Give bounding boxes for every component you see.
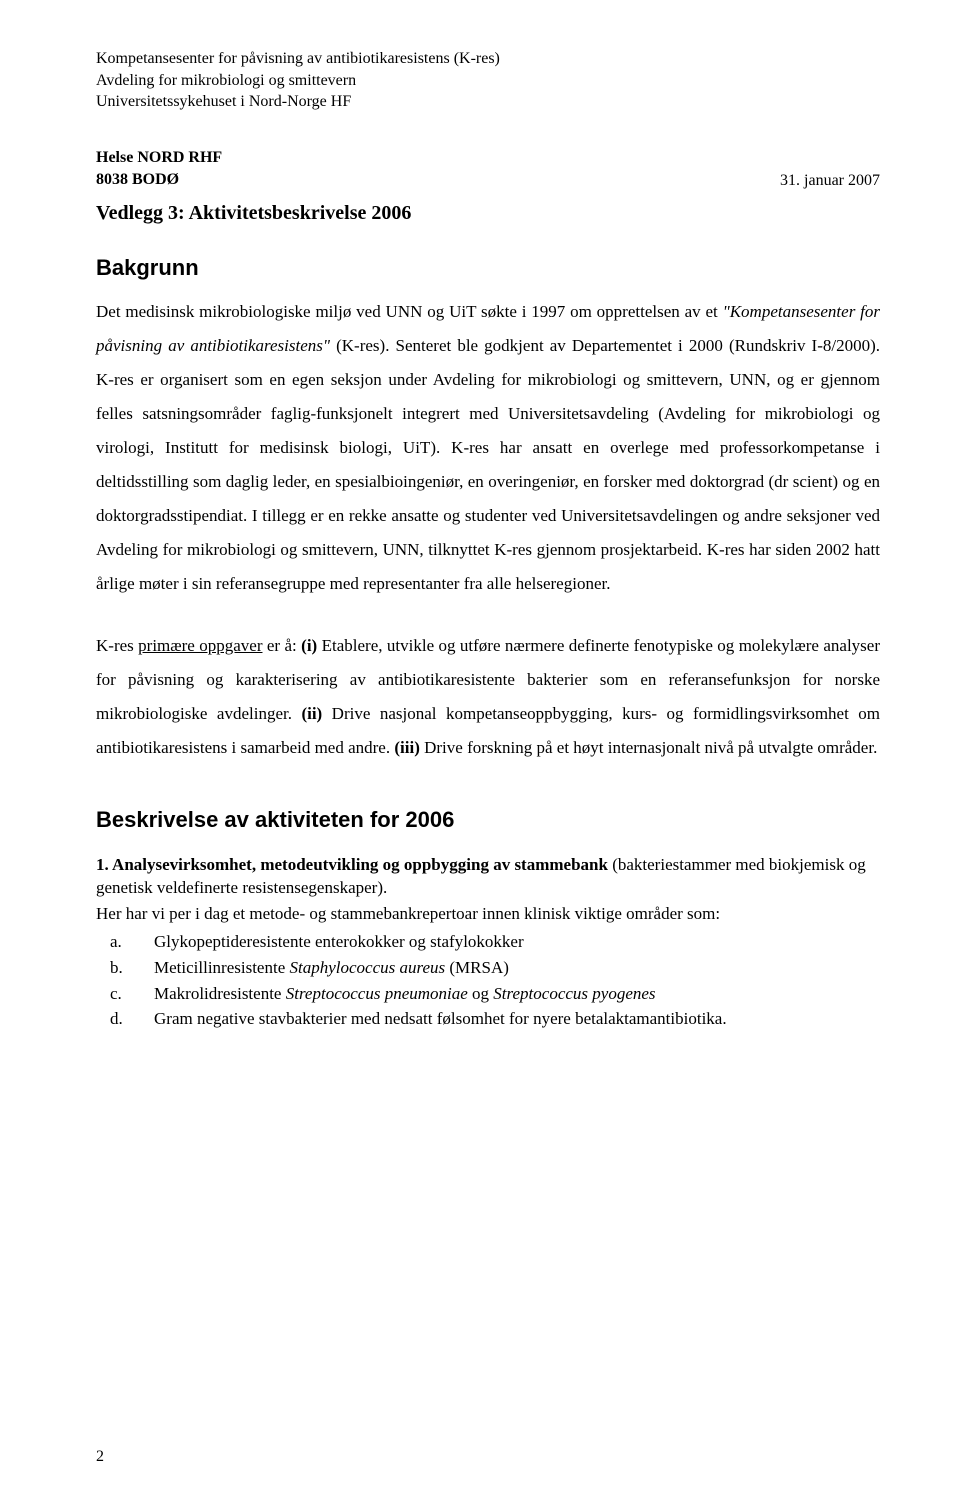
text-run-bold: (ii): [301, 704, 322, 723]
subsection-1-intro: Her har vi per i dag et metode- og stamm…: [96, 902, 880, 926]
text-run: Gram negative stavbakterier med nedsatt …: [154, 1009, 727, 1028]
text-run-italic: Staphylococcus aureus: [290, 958, 446, 977]
text-run-bold: 1. Analysevirksomhet, metodeutvikling og…: [96, 855, 608, 874]
text-run-italic: Streptococcus pneumoniae: [286, 984, 468, 1003]
text-run: Drive forskning på et høyt internasjonal…: [420, 738, 877, 757]
list-item: c.Makrolidresistente Streptococcus pneum…: [132, 982, 880, 1006]
document-date: 31. januar 2007: [96, 172, 880, 190]
subsection-1-heading: 1. Analysevirksomhet, metodeutvikling og…: [96, 853, 880, 901]
text-run: Makrolidresistente: [154, 984, 286, 1003]
page-number: 2: [96, 1448, 104, 1466]
text-run: (MRSA): [445, 958, 509, 977]
text-run: Meticillinresistente: [154, 958, 290, 977]
attachment-title: Vedlegg 3: Aktivitetsbeskrivelse 2006: [96, 202, 880, 225]
list-item: b.Meticillinresistente Staphylococcus au…: [132, 956, 880, 980]
text-run-bold: (iii): [394, 738, 420, 757]
list-letter: c.: [132, 982, 154, 1006]
text-run: Det medisinsk mikrobiologiske miljø ved …: [96, 302, 723, 321]
list-item: a.Glykopeptideresistente enterokokker og…: [132, 930, 880, 954]
section-heading-beskrivelse: Beskrivelse av aktiviteten for 2006: [96, 807, 880, 833]
text-run: og: [468, 984, 494, 1003]
text-run-underline: primære oppgaver: [138, 636, 262, 655]
letterhead: Kompetansesenter for påvisning av antibi…: [96, 48, 880, 113]
subsection-1-list: a.Glykopeptideresistente enterokokker og…: [96, 930, 880, 1031]
text-run-italic: Streptococcus pyogenes: [493, 984, 655, 1003]
list-item: d.Gram negative stavbakterier med nedsat…: [132, 1007, 880, 1031]
paragraph-bakgrunn: Det medisinsk mikrobiologiske miljø ved …: [96, 295, 880, 601]
text-run-bold: (i): [301, 636, 317, 655]
text-run: Glykopeptideresistente enterokokker og s…: [154, 932, 524, 951]
paragraph-oppgaver: K-res primære oppgaver er å: (i) Etabler…: [96, 629, 880, 765]
text-run: (K-res). Senteret ble godkjent av Depart…: [96, 336, 880, 593]
list-letter: b.: [132, 956, 154, 980]
letterhead-line-2: Avdeling for mikrobiologi og smittevern: [96, 70, 880, 92]
section-heading-bakgrunn: Bakgrunn: [96, 255, 880, 281]
list-letter: d.: [132, 1007, 154, 1031]
list-letter: a.: [132, 930, 154, 954]
letterhead-line-3: Universitetssykehuset i Nord-Norge HF: [96, 91, 880, 113]
text-run: er å:: [262, 636, 301, 655]
document-page: Kompetansesenter for påvisning av antibi…: [0, 0, 960, 1492]
recipient-line-1: Helse NORD RHF: [96, 147, 880, 169]
letterhead-line-1: Kompetansesenter for påvisning av antibi…: [96, 48, 880, 70]
text-run: K-res: [96, 636, 138, 655]
